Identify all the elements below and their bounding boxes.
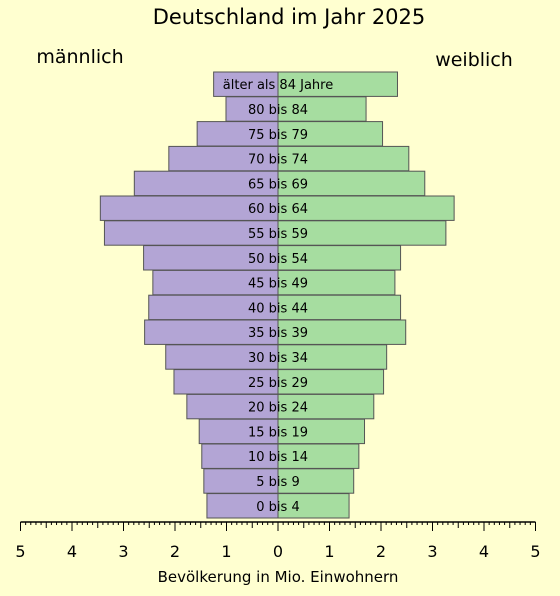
category-labels-group: 0 bis 4 5 bis 9 10 bis 14 15 bis 19 20 bis 2… <box>223 78 333 515</box>
age-group-label: 60 bis 64 <box>248 202 308 217</box>
bar-female <box>277 369 385 395</box>
bar-female <box>277 468 355 494</box>
age-group-label: älter als 84 Jahre <box>223 78 333 93</box>
bar-female <box>277 145 410 172</box>
age-group-label: 70 bis 74 <box>248 153 308 168</box>
axis-tick-label: 1 <box>221 542 231 561</box>
age-group-label: 75 bis 79 <box>248 128 308 143</box>
axis-tick-label: 0 <box>273 542 283 561</box>
axis-tick-label: 4 <box>67 542 77 561</box>
age-group-label: 5 bis 9 <box>256 475 299 490</box>
bar-male <box>201 443 279 469</box>
bar-male <box>103 220 279 246</box>
axis-tick-label: 5 <box>15 542 25 561</box>
bar-male <box>99 195 279 221</box>
bars-group <box>99 71 455 519</box>
age-group-label: 65 bis 69 <box>248 177 308 192</box>
bar-female <box>277 195 455 221</box>
age-group-label: 45 bis 49 <box>248 277 308 292</box>
axis-tick-label: 1 <box>324 542 334 561</box>
age-group-label: 25 bis 29 <box>248 376 308 391</box>
age-group-label: 80 bis 84 <box>248 103 308 118</box>
bar-male <box>148 294 279 321</box>
age-group-label: 15 bis 19 <box>248 425 308 440</box>
x-axis-label: Bevölkerung in Mio. Einwohnern <box>158 568 399 586</box>
bar-male <box>133 170 279 197</box>
bar-male <box>168 145 279 172</box>
bar-female <box>277 269 396 296</box>
bar-male <box>152 269 279 296</box>
bar-male <box>206 493 279 519</box>
axis-tick-label: 3 <box>427 542 437 561</box>
bar-female <box>277 493 350 519</box>
age-group-label: 30 bis 34 <box>248 351 308 366</box>
chart-title: Deutschland im Jahr 2025 <box>153 5 426 29</box>
age-group-label: 55 bis 59 <box>248 227 308 242</box>
bar-male <box>186 393 279 420</box>
axis-tick-label: 2 <box>170 542 180 561</box>
bar-male <box>198 418 279 445</box>
age-group-label: 50 bis 54 <box>248 252 308 267</box>
bar-female <box>277 96 367 122</box>
bar-male <box>213 71 279 97</box>
female-label: weiblich <box>435 49 513 71</box>
age-group-label: 40 bis 44 <box>248 301 308 316</box>
age-group-label: 0 bis 4 <box>256 500 299 515</box>
bar-female <box>277 170 426 197</box>
axis-tick-label: 2 <box>376 542 386 561</box>
male-label: männlich <box>36 46 123 68</box>
bar-male <box>143 245 279 271</box>
x-axis: 5 4 3 2 1 0 1 2 3 4 5 <box>15 521 541 561</box>
axis-tick-label: 4 <box>479 542 489 561</box>
bar-female <box>277 71 398 97</box>
bar-female <box>277 393 375 420</box>
age-group-label: 20 bis 24 <box>248 401 308 416</box>
age-group-label: 35 bis 39 <box>248 326 308 341</box>
bar-female <box>277 121 384 147</box>
bar-male <box>165 344 279 370</box>
age-group-label: 10 bis 14 <box>248 450 308 465</box>
axis-tick-label: 3 <box>118 542 128 561</box>
axis-tick-label: 5 <box>530 542 540 561</box>
